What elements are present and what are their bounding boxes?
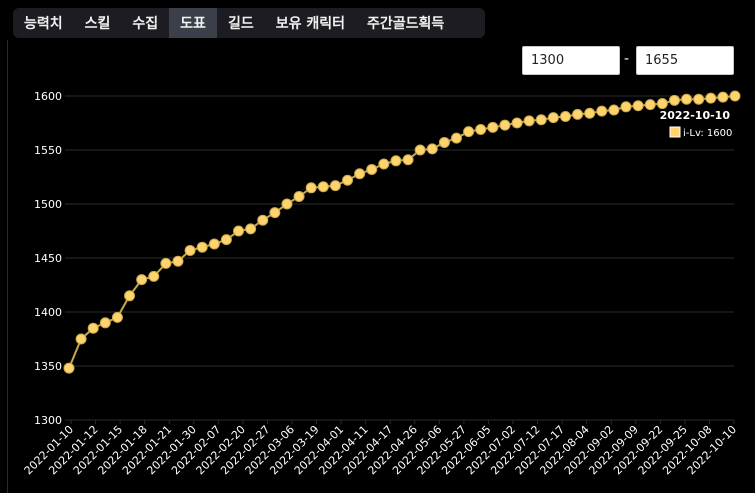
data-point xyxy=(160,257,172,269)
y-tick-label: 1600 xyxy=(34,90,62,103)
data-point xyxy=(233,225,245,237)
data-point xyxy=(305,182,317,194)
data-point xyxy=(414,144,426,156)
data-point xyxy=(632,100,644,112)
data-point xyxy=(608,104,620,116)
data-point xyxy=(463,126,475,138)
data-point xyxy=(378,158,390,170)
data-point xyxy=(572,108,584,120)
data-point xyxy=(245,223,257,235)
data-point xyxy=(705,92,717,104)
data-point xyxy=(559,111,571,123)
data-point xyxy=(656,98,668,110)
series-line xyxy=(68,95,736,369)
data-point xyxy=(584,107,596,119)
data-point xyxy=(547,112,559,124)
y-tick-label: 1550 xyxy=(34,144,62,157)
data-point xyxy=(257,214,269,226)
data-point xyxy=(644,99,656,111)
data-point xyxy=(148,270,160,282)
data-point xyxy=(402,154,414,166)
data-point xyxy=(63,362,75,374)
range-max-input[interactable] xyxy=(636,46,734,75)
data-point xyxy=(99,317,111,329)
data-point xyxy=(366,163,378,175)
tab-bar: 능력치 스킬 수집 도표 길드 보유 캐릭터 주간골드획득 xyxy=(13,8,485,38)
tab-stats[interactable]: 능력치 xyxy=(24,16,63,32)
tab-skills[interactable]: 스킬 xyxy=(84,16,111,32)
data-point xyxy=(75,333,87,345)
data-point xyxy=(511,117,523,129)
tooltip-date: 2022-10-10 xyxy=(660,109,731,122)
data-point xyxy=(681,93,693,105)
data-point xyxy=(220,234,232,246)
data-point xyxy=(620,101,632,113)
tab-collection[interactable]: 수집 xyxy=(132,16,159,32)
data-point xyxy=(342,174,354,186)
data-point xyxy=(136,274,148,286)
data-point xyxy=(293,190,305,202)
tab-characters[interactable]: 보유 캐릭터 xyxy=(275,16,345,32)
data-point xyxy=(475,123,487,135)
tooltip: 2022-10-10 i-Lv: 1600 xyxy=(660,109,733,139)
y-tick-label: 1300 xyxy=(34,414,62,427)
data-point xyxy=(487,121,499,133)
tab-weekly-gold[interactable]: 주간골드획득 xyxy=(366,16,445,32)
data-point xyxy=(438,136,450,148)
data-point xyxy=(596,105,608,117)
data-point xyxy=(208,238,220,250)
y-tick-label: 1350 xyxy=(34,360,62,373)
data-point xyxy=(426,143,438,155)
data-point xyxy=(124,290,136,302)
data-point xyxy=(172,255,184,267)
tooltip-swatch xyxy=(669,126,681,138)
data-point xyxy=(390,155,402,167)
data-point xyxy=(729,90,741,102)
data-point xyxy=(269,207,281,219)
data-point xyxy=(317,181,329,193)
data-point xyxy=(523,115,535,127)
data-point xyxy=(354,168,366,180)
data-point xyxy=(87,322,99,334)
data-point xyxy=(281,198,293,210)
panel-left-border xyxy=(7,40,8,493)
data-point xyxy=(450,132,462,144)
data-point xyxy=(717,91,729,103)
tooltip-label: i-Lv: 1600 xyxy=(683,128,732,139)
data-point xyxy=(668,94,680,106)
data-point xyxy=(499,119,511,131)
tab-chart[interactable]: 도표 xyxy=(169,8,217,38)
data-point xyxy=(111,311,123,323)
data-point xyxy=(535,114,547,126)
data-point xyxy=(693,93,705,105)
tab-guild[interactable]: 길드 xyxy=(227,16,254,32)
data-point xyxy=(184,244,196,256)
y-tick-label: 1400 xyxy=(34,306,62,319)
y-tick-label: 1500 xyxy=(34,198,62,211)
range-separator: - xyxy=(624,51,630,67)
range-min-input[interactable] xyxy=(522,46,620,75)
data-point xyxy=(196,241,208,253)
data-point xyxy=(329,180,341,192)
y-tick-label: 1450 xyxy=(34,252,62,265)
